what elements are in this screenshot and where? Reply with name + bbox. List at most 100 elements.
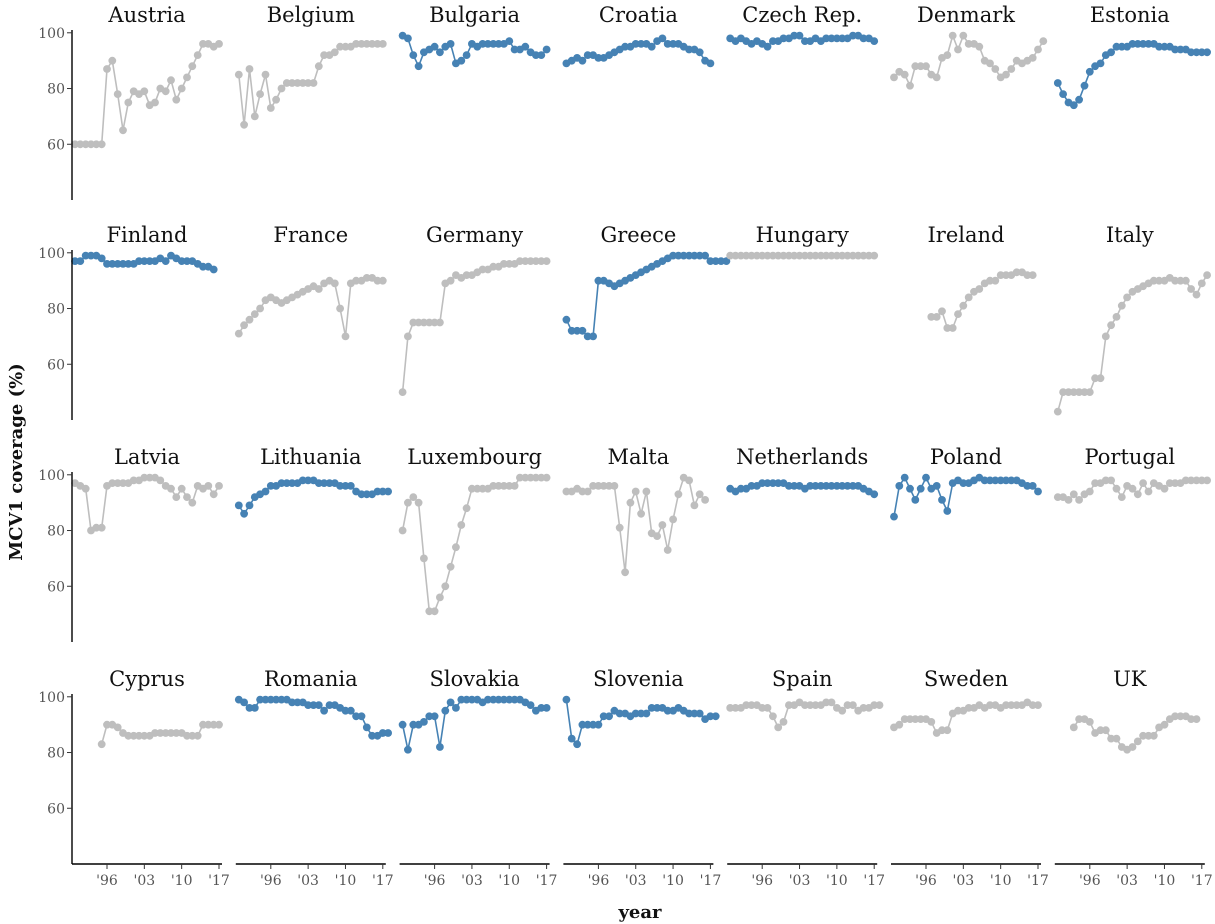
facet-panel: Slovakia '96 '03 '10 '17 [398,667,557,889]
y-tick-label: 80 [47,524,65,540]
data-point [578,326,587,335]
data-point [1192,715,1201,723]
y-tick-label: 60 [47,137,65,153]
data-point [1059,388,1067,396]
data-point [763,704,772,712]
data-point [404,34,412,43]
data-point [747,482,756,490]
data-point [352,276,360,285]
data-point [669,515,677,524]
data-point [1053,407,1062,416]
data-point [986,59,994,68]
data-point [663,546,672,554]
facet-panel: Lithuania [234,445,392,518]
data-point [414,62,423,71]
data-point [763,42,772,51]
data-point [562,695,571,704]
data-point [151,98,159,107]
data-point [245,65,254,73]
data-point [1107,321,1115,330]
x-tick-label: '17 [863,873,885,889]
facet-title: UK [1113,667,1147,691]
data-point [731,251,740,260]
data-point [436,743,444,751]
data-point [183,73,191,82]
data-point [701,496,709,504]
data-point [420,554,428,563]
data-point [1101,726,1110,735]
data-point [97,254,106,263]
facet-panel: Denmark [890,3,1048,90]
facet-title: Luxembourg [407,445,542,469]
data-point [859,251,868,260]
data-point [1139,731,1147,740]
y-tick-label: 60 [47,801,65,817]
data-point [849,701,857,709]
data-point [500,260,508,268]
facet-title: Cyprus [109,667,185,691]
data-point [932,482,941,490]
data-point [240,698,249,707]
data-point [261,487,270,496]
data-point [1034,45,1042,54]
data-point [927,718,936,726]
data-point [1028,54,1037,62]
data-point [679,251,688,260]
facet-panel: Belgium [234,3,387,129]
data-point [1107,48,1115,57]
data-point [932,313,941,321]
data-point [1112,484,1121,493]
data-point [430,712,439,721]
facet-title: Czech Rep. [742,3,862,27]
data-point [468,695,476,704]
x-tick-label: '96 [915,873,937,889]
data-point [647,704,656,712]
data-point [92,140,101,149]
data-point [747,251,756,260]
data-point [690,501,699,510]
facet-panel: Italy [1053,223,1211,416]
data-point [156,729,165,737]
data-point [215,482,223,490]
data-point [113,90,122,98]
data-point [468,484,476,493]
data-point [1034,701,1042,709]
x-tick-label: '17 [1191,873,1213,889]
data-point [1192,290,1201,299]
data-point [1007,65,1016,73]
data-point [124,98,133,107]
facet-panel: Portugal [1053,445,1211,504]
data-point [991,276,1000,285]
data-point [420,318,428,327]
y-tick-label: 100 [38,468,65,484]
x-tick-label: '96 [424,873,446,889]
data-point [204,482,213,490]
data-point [234,70,243,79]
data-point [599,712,608,721]
facet-title: Poland [930,445,1002,469]
data-point [663,40,672,48]
data-point [747,701,756,709]
data-point [404,332,412,341]
x-tick-label: '10 [662,873,684,889]
data-point [827,34,836,43]
data-point [404,745,412,754]
data-point [414,498,423,507]
data-point [895,482,904,490]
data-point [991,65,1000,73]
data-point [578,56,587,65]
data-point [959,479,968,487]
data-point [346,706,355,715]
facet-title: Spain [772,667,833,691]
data-point [384,487,392,496]
data-point [637,509,645,518]
data-point [245,315,254,324]
data-point [462,51,471,59]
facet-title: Belgium [267,3,355,27]
x-tick-label: '10 [498,873,520,889]
data-point [779,251,788,260]
data-point [1023,271,1032,279]
x-tick-label: '10 [826,873,848,889]
data-point [875,701,884,709]
